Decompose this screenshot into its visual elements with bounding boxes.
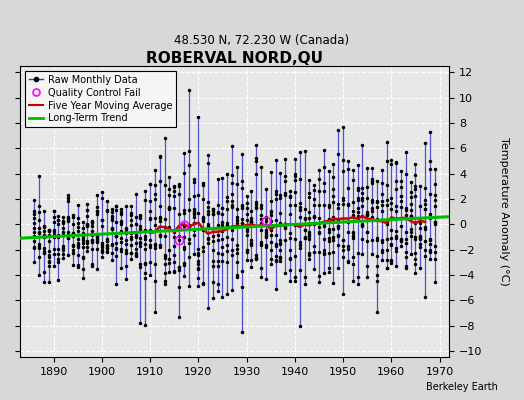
- Title: ROBERVAL NORD,QU: ROBERVAL NORD,QU: [146, 51, 323, 66]
- Text: 48.530 N, 72.230 W (Canada): 48.530 N, 72.230 W (Canada): [174, 34, 350, 47]
- Y-axis label: Temperature Anomaly (°C): Temperature Anomaly (°C): [499, 137, 509, 286]
- Legend: Raw Monthly Data, Quality Control Fail, Five Year Moving Average, Long-Term Tren: Raw Monthly Data, Quality Control Fail, …: [25, 71, 177, 127]
- Text: Berkeley Earth: Berkeley Earth: [426, 382, 498, 392]
